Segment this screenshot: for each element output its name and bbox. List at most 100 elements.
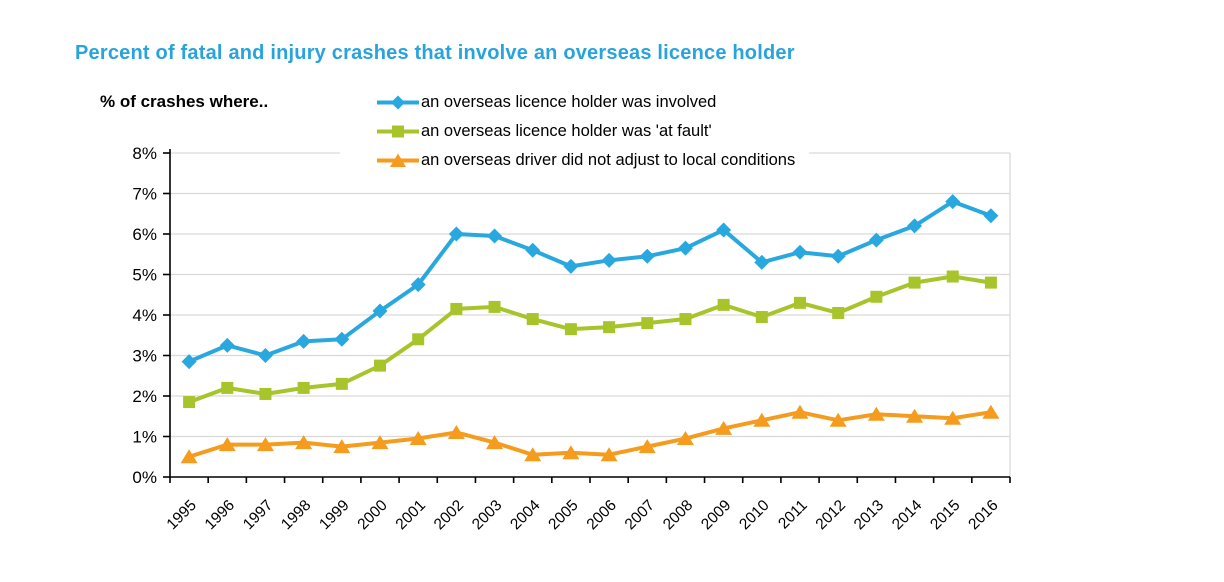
data-point-triangle xyxy=(371,435,389,450)
x-tick-label: 2013 xyxy=(851,497,887,533)
legend-marker-triangle-icon xyxy=(377,153,419,167)
data-point-triangle xyxy=(829,412,847,427)
data-point-square xyxy=(984,276,997,289)
data-point-triangle xyxy=(256,437,274,452)
data-point-square xyxy=(794,296,806,309)
x-tick-label: 2015 xyxy=(927,497,963,533)
data-point-diamond xyxy=(372,303,388,319)
data-point-triangle xyxy=(944,410,962,425)
data-point-square xyxy=(717,298,730,311)
data-point-square xyxy=(450,302,463,315)
x-tick-label: 1995 xyxy=(164,497,200,533)
x-tick-label: 2011 xyxy=(775,497,811,533)
data-point-square xyxy=(641,317,654,330)
y-axis-note: % of crashes where.. xyxy=(100,92,269,111)
series-line-0 xyxy=(187,199,993,364)
data-point-square xyxy=(297,381,310,394)
data-point-square xyxy=(374,359,386,372)
legend-item-at-fault: an overseas licence holder was 'at fault… xyxy=(376,117,795,146)
x-tick-label: 2001 xyxy=(393,497,429,533)
legend-item-involved: an overseas licence holder was involved xyxy=(376,88,795,117)
data-point-triangle xyxy=(867,406,885,421)
data-point-square xyxy=(603,321,616,334)
data-point-diamond xyxy=(945,194,961,210)
x-tick-label: 2008 xyxy=(660,497,696,533)
data-point-triangle xyxy=(753,412,771,427)
data-point-square xyxy=(832,306,845,319)
data-point-diamond xyxy=(907,218,923,234)
data-point-diamond xyxy=(257,348,273,363)
y-tick-label: 4% xyxy=(132,306,157,325)
legend-label: an overseas licence holder was involved xyxy=(421,93,717,111)
x-tick-label: 2004 xyxy=(507,497,544,534)
x-tick-label: 2002 xyxy=(431,497,467,533)
x-tick-label: 2012 xyxy=(813,497,849,533)
data-point-triangle xyxy=(295,435,313,450)
data-point-diamond xyxy=(563,258,579,274)
data-point-square xyxy=(488,300,501,313)
x-tick-label: 2016 xyxy=(965,497,1001,533)
data-point-triangle xyxy=(409,431,427,446)
data-point-diamond xyxy=(754,254,770,270)
data-point-triangle xyxy=(180,449,198,464)
data-point-diamond xyxy=(219,337,235,353)
data-point-diamond xyxy=(639,248,655,264)
data-point-triangle xyxy=(218,437,236,452)
x-tick-label: 2006 xyxy=(584,497,620,533)
data-point-diamond xyxy=(525,242,541,258)
data-point-square xyxy=(755,311,768,324)
data-point-triangle xyxy=(676,431,694,446)
legend-marker-square-icon xyxy=(377,125,419,138)
data-point-diamond xyxy=(792,244,808,260)
x-tick-label: 2010 xyxy=(736,497,773,534)
y-tick-label: 0% xyxy=(132,468,157,487)
series-line-1 xyxy=(187,274,993,405)
x-tick-label: 2014 xyxy=(889,497,926,534)
x-tick-label: 2007 xyxy=(622,497,658,533)
series-line-2 xyxy=(187,410,993,459)
x-tick-label: 1999 xyxy=(316,497,352,533)
data-point-triangle xyxy=(333,439,351,454)
data-point-diamond xyxy=(601,252,617,268)
legend-marker-diamond-icon xyxy=(377,95,419,110)
data-point-square xyxy=(679,313,692,326)
y-tick-label: 3% xyxy=(132,347,157,366)
data-point-triangle xyxy=(600,447,618,462)
data-point-square xyxy=(221,381,234,394)
legend-item-not-adjust: an overseas driver did not adjust to loc… xyxy=(376,146,795,175)
data-point-diamond xyxy=(181,354,197,370)
chart-legend: an overseas licence holder was involved … xyxy=(340,88,810,179)
data-point-triangle xyxy=(906,408,924,423)
x-tick-label: 1998 xyxy=(278,497,314,533)
data-point-square xyxy=(526,313,539,326)
data-point-diamond xyxy=(830,248,846,264)
data-point-square xyxy=(183,396,196,409)
data-point-diamond xyxy=(296,333,312,349)
data-point-square xyxy=(946,270,959,283)
y-tick-label: 2% xyxy=(132,387,157,406)
legend-label: an overseas driver did not adjust to loc… xyxy=(421,151,796,169)
y-tick-label: 6% xyxy=(132,225,157,244)
y-tick-label: 8% xyxy=(132,144,157,163)
y-tick-label: 1% xyxy=(132,428,157,447)
data-point-square xyxy=(335,377,348,390)
legend-label: an overseas licence holder was 'at fault… xyxy=(421,122,712,140)
data-point-square xyxy=(564,323,577,336)
data-point-diamond xyxy=(716,222,732,238)
data-point-square xyxy=(259,387,272,400)
data-point-triangle xyxy=(638,439,656,454)
data-point-diamond xyxy=(677,240,693,256)
y-tick-label: 5% xyxy=(132,266,157,285)
data-point-square xyxy=(908,276,921,289)
data-point-triangle xyxy=(486,435,504,450)
data-point-diamond xyxy=(983,208,999,224)
x-tick-label: 1996 xyxy=(202,497,238,533)
x-tick-label: 2000 xyxy=(354,497,391,534)
x-tick-label: 2009 xyxy=(698,497,734,533)
data-point-triangle xyxy=(562,445,580,460)
data-point-diamond xyxy=(448,226,464,242)
x-tick-label: 2003 xyxy=(469,497,505,533)
data-point-diamond xyxy=(410,277,426,293)
